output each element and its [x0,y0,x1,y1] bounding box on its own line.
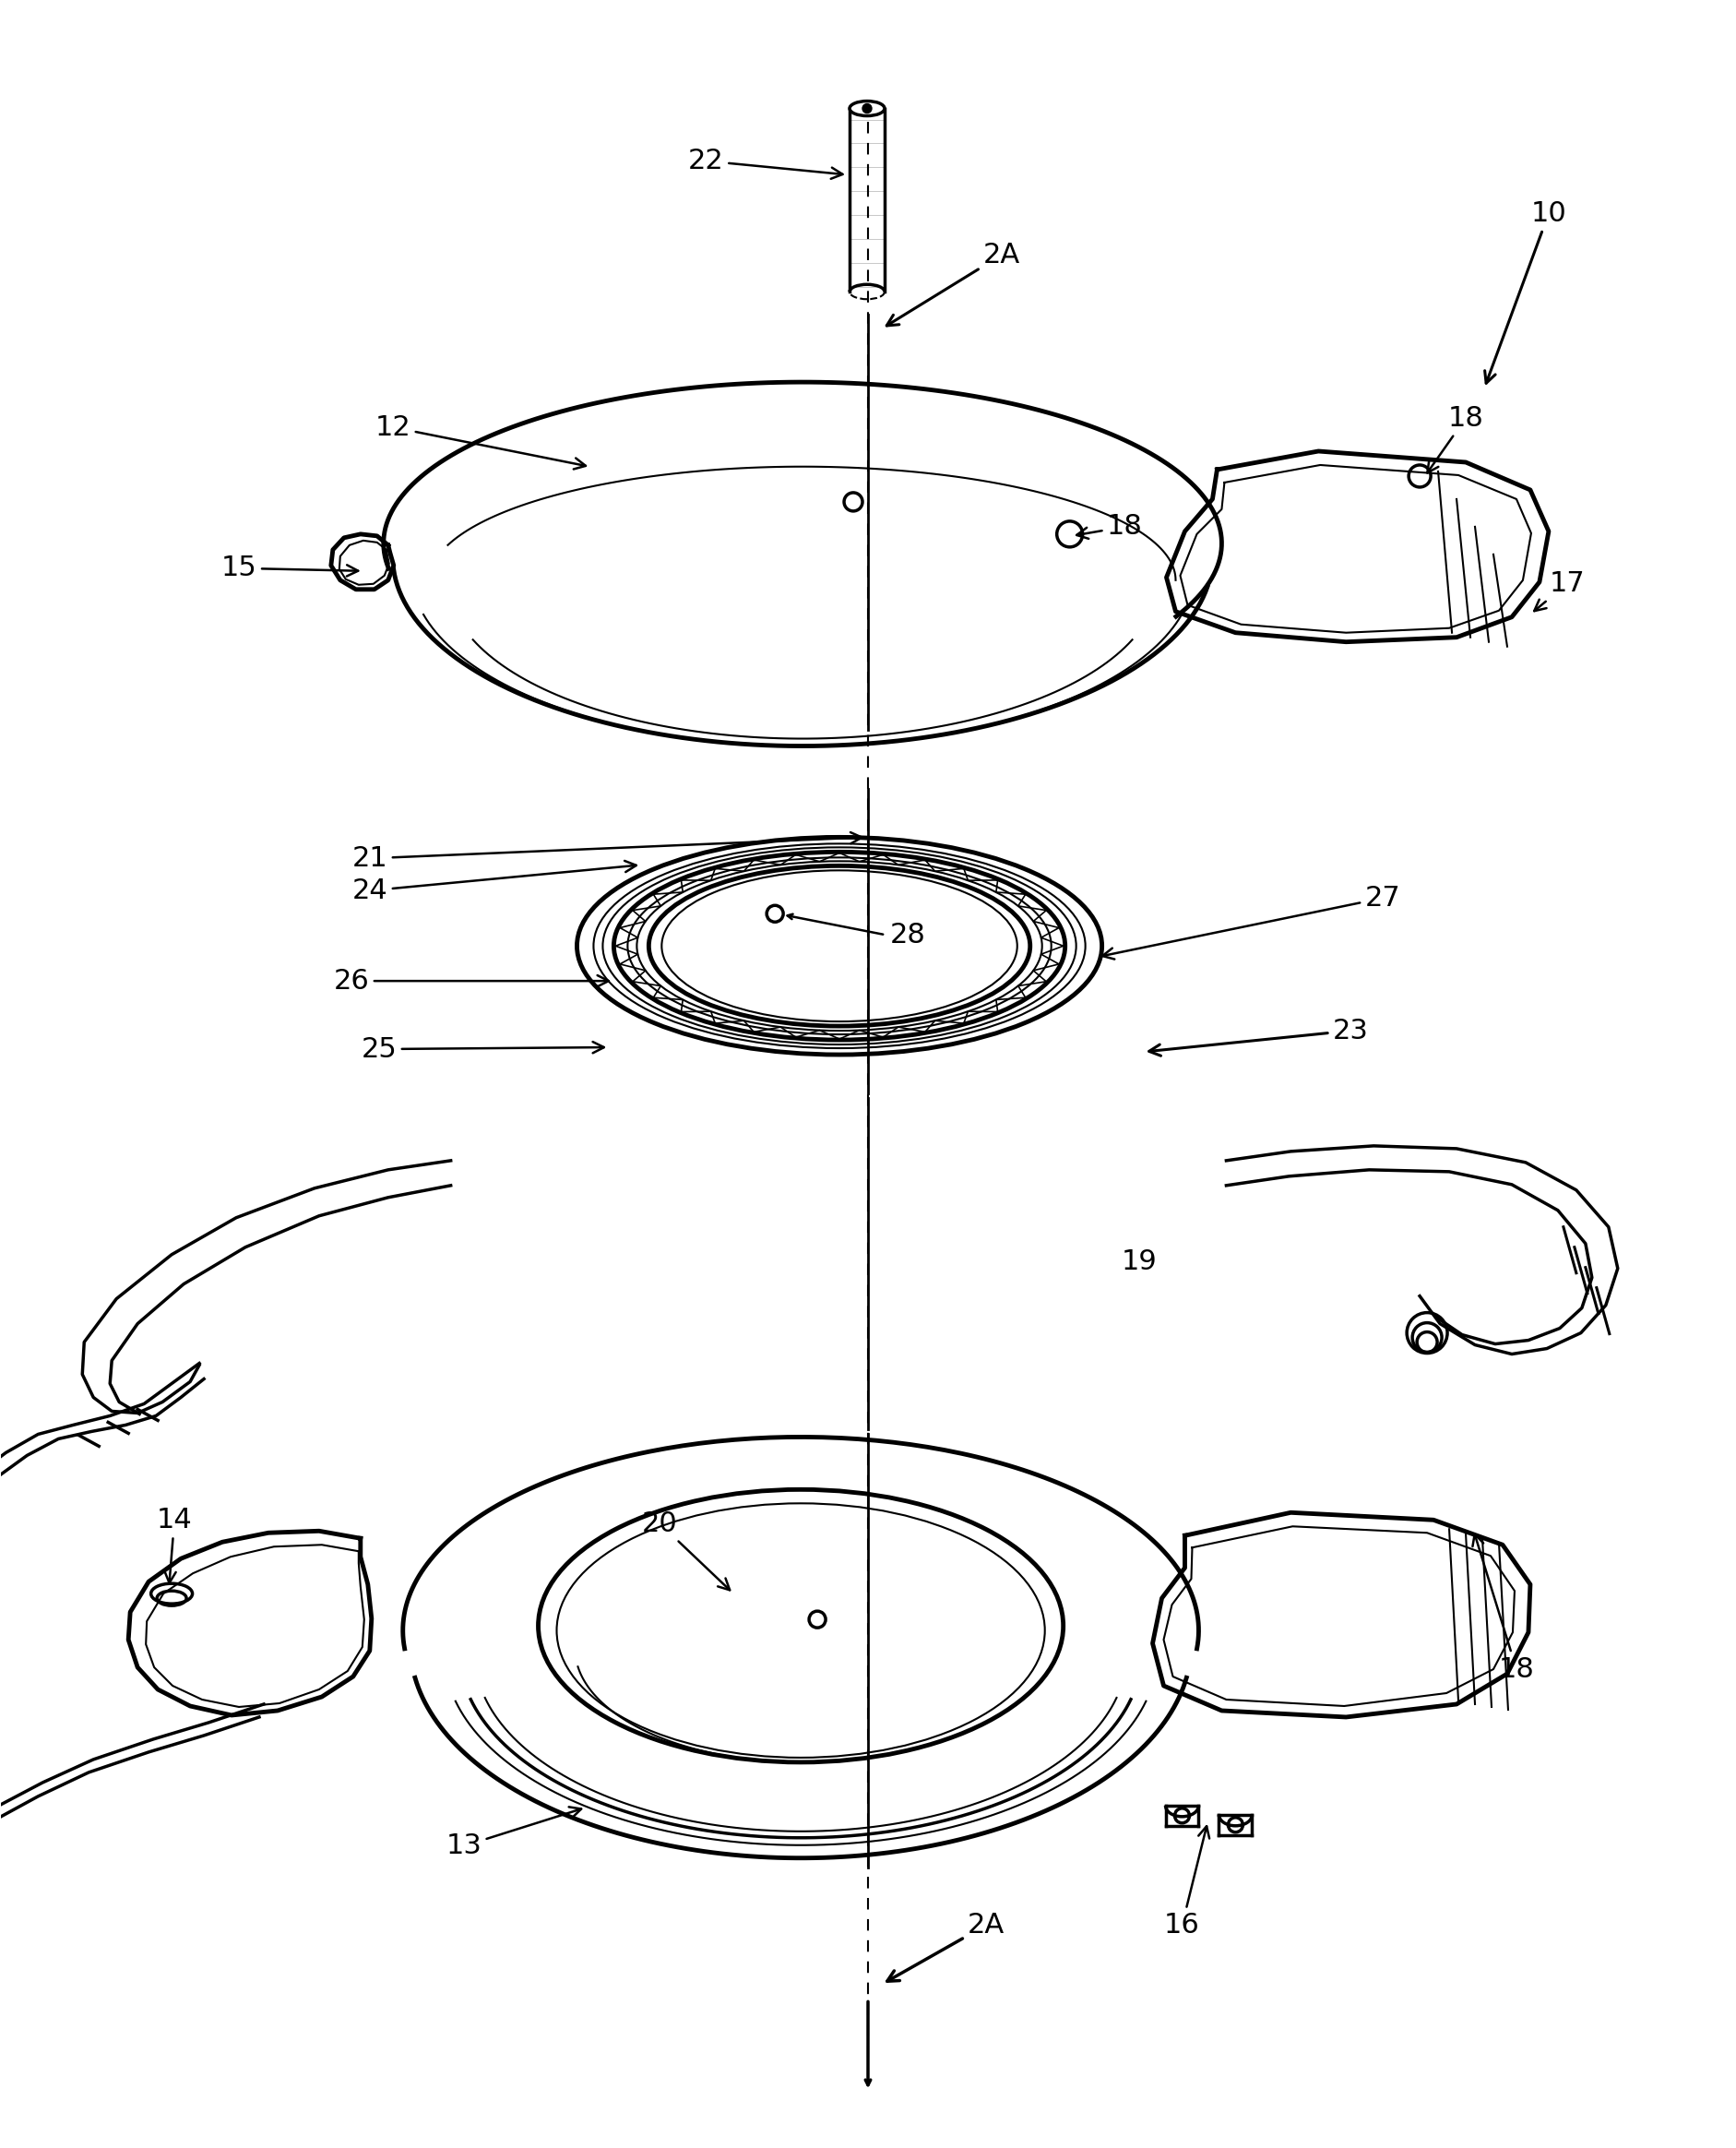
Text: 2A: 2A [887,1912,1005,1980]
Text: 14: 14 [156,1506,193,1583]
Text: 26: 26 [333,967,609,995]
Circle shape [863,103,871,114]
Ellipse shape [849,101,885,116]
Text: 2A: 2A [887,241,1021,326]
Text: 21: 21 [352,831,863,872]
Text: 10: 10 [1484,200,1566,382]
Text: 15: 15 [220,554,358,582]
Text: 28: 28 [891,921,925,947]
Text: 16: 16 [1165,1826,1210,1940]
Text: 18: 18 [1427,404,1484,473]
Text: 13: 13 [446,1806,582,1860]
Text: 25: 25 [361,1035,604,1063]
Text: 19: 19 [1121,1248,1156,1276]
Text: 18: 18 [1472,1534,1535,1682]
Text: 24: 24 [352,861,637,904]
Text: 12: 12 [375,415,585,468]
Text: 18: 18 [1076,513,1142,539]
Text: 22: 22 [687,148,842,178]
Text: 20: 20 [642,1510,729,1590]
Text: 23: 23 [1149,1018,1368,1057]
Text: 17: 17 [1535,571,1585,610]
Text: 27: 27 [1102,885,1401,960]
